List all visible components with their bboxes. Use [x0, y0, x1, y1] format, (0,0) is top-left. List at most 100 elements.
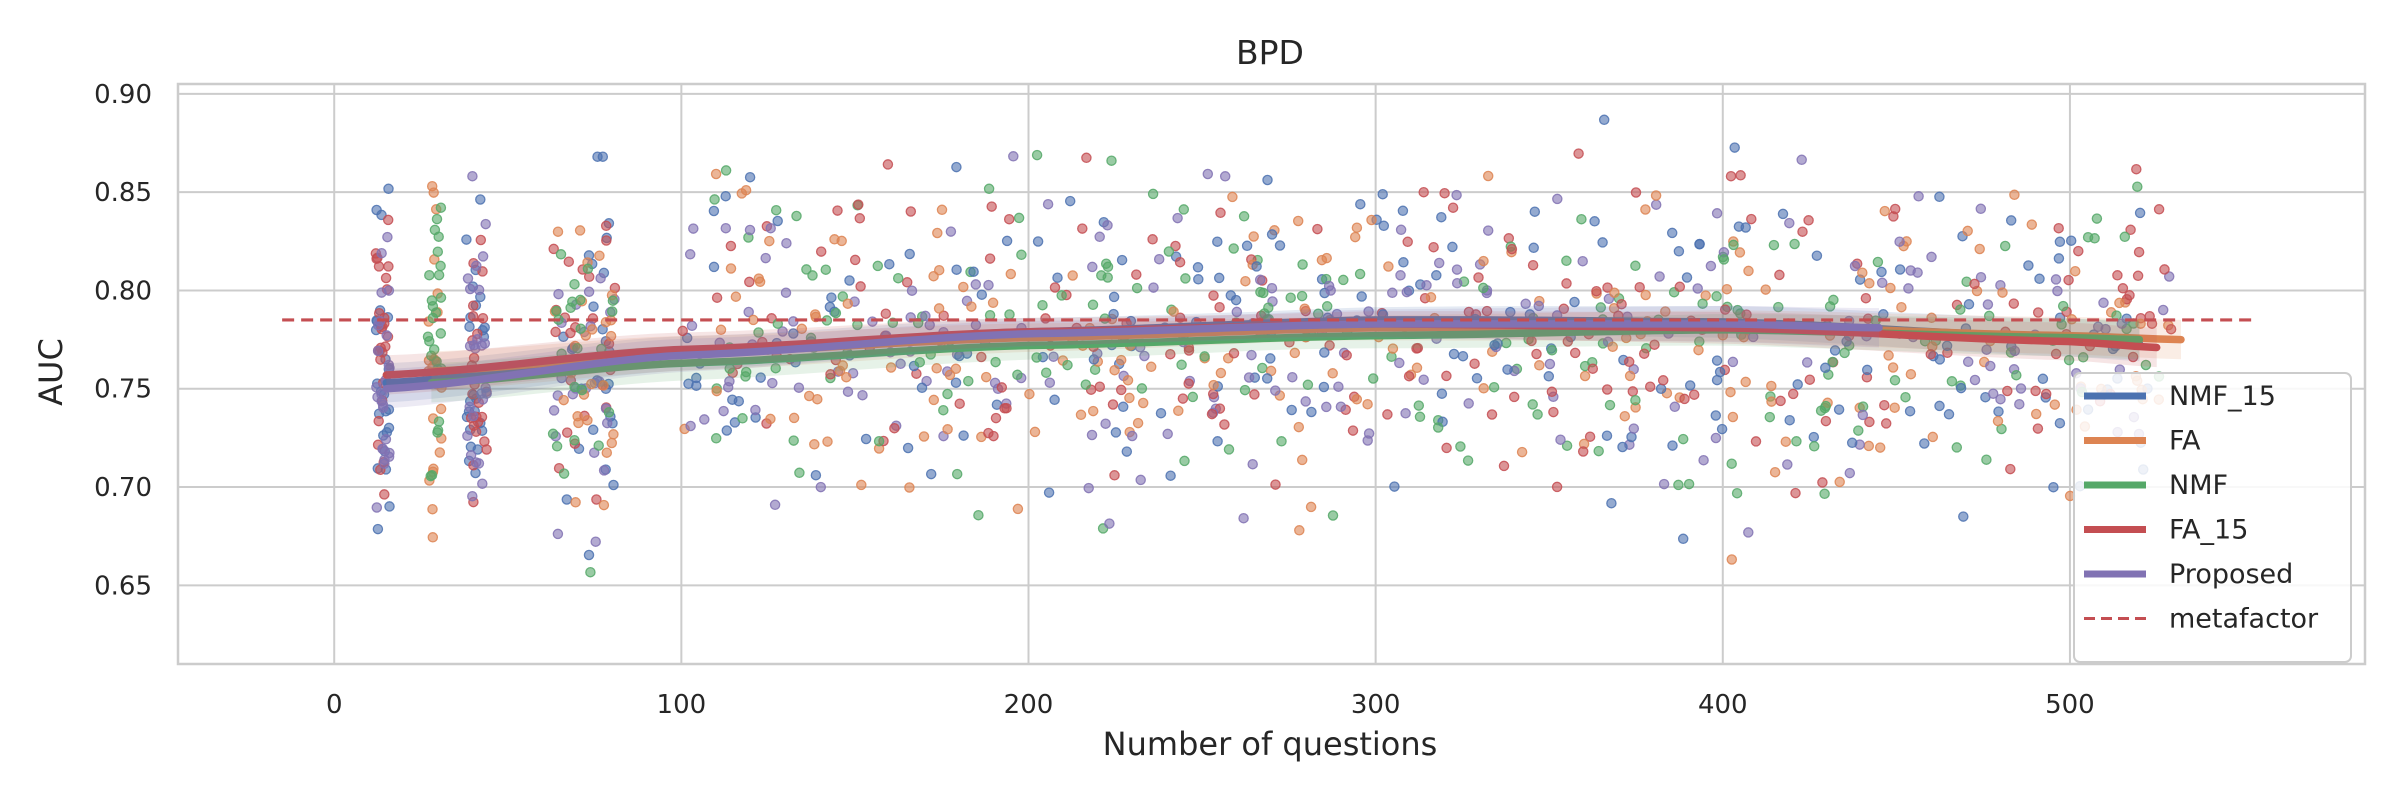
scatter-point [1673, 246, 1685, 257]
scatter-point [435, 260, 446, 272]
scatter-point [765, 413, 776, 425]
scatter-point [1172, 212, 1183, 224]
scatter-point [377, 399, 389, 411]
scatter-point [1679, 393, 1690, 405]
scatter-point [1319, 347, 1330, 358]
scatter-point [744, 224, 756, 236]
scatter-point [464, 321, 475, 332]
scatter-point [999, 403, 1010, 414]
scatter-point [1126, 430, 1138, 442]
scatter-point [433, 269, 445, 281]
scatter-point [1486, 409, 1498, 420]
scatter-point [2073, 245, 2084, 257]
scatter-point [427, 503, 438, 515]
scatter-point [1782, 459, 1793, 470]
scatter-point [551, 441, 563, 452]
trend-lines [382, 305, 2185, 409]
scatter-point [1212, 436, 1223, 447]
scatter-point [788, 435, 799, 446]
scatter-point [1257, 362, 1268, 374]
scatter-point [1595, 302, 1607, 313]
scatter-point [1013, 212, 1025, 224]
scatter-point [1447, 241, 1458, 253]
x-tick-label: 500 [2045, 690, 2095, 720]
scatter-point [976, 351, 987, 363]
scatter-point [711, 292, 723, 303]
scatter-point [815, 481, 827, 493]
scatter-point [1148, 282, 1159, 293]
scatter-point [1880, 418, 1892, 429]
scatter-point [575, 294, 586, 306]
scatter-point [380, 434, 392, 445]
scatter-point [1769, 466, 1781, 478]
scatter-point [1005, 268, 1017, 280]
scatter-point [1179, 455, 1190, 467]
scatter-point [1597, 237, 1608, 248]
scatter-point [1176, 359, 1187, 371]
scatter-point [1640, 289, 1651, 301]
scatter-point [1650, 190, 1662, 201]
scatter-point [928, 270, 939, 282]
scatter-point [1131, 282, 1143, 294]
scatter-point [548, 243, 559, 255]
scatter-point [2089, 233, 2100, 244]
scatter-point [765, 222, 776, 234]
scatter-point [1534, 360, 1545, 371]
scatter-point [916, 382, 928, 394]
scatter-point [1356, 291, 1367, 302]
scatter-point [2032, 423, 2044, 434]
scatter-point [1604, 399, 1616, 411]
scatter-point [1213, 272, 1225, 284]
scatter-point [477, 394, 489, 405]
scatter-point [1654, 271, 1665, 282]
scatter-point [932, 227, 943, 239]
scatter-point [788, 328, 799, 339]
scatter-point [918, 431, 930, 442]
scatter-point [1266, 229, 1278, 240]
scatter-point [1718, 254, 1730, 265]
scatter-point [936, 204, 948, 216]
scatter-point [1962, 356, 1974, 368]
scatter-point [429, 224, 441, 236]
scatter-point [810, 469, 822, 481]
scatter-point [895, 358, 906, 370]
scatter-point [1086, 429, 1098, 441]
scatter-point [750, 404, 761, 416]
scatter-point [1864, 278, 1875, 289]
scatter-point [2091, 213, 2103, 224]
scatter-point [2112, 270, 2123, 281]
scatter-point [464, 401, 475, 413]
scatter-point [1285, 292, 1296, 303]
scatter-point [1577, 446, 1589, 457]
scatter-point [2026, 219, 2038, 230]
scatter-point [1395, 270, 1406, 281]
scatter-point [606, 306, 618, 317]
scatter-point [970, 279, 982, 290]
scatter-point [1955, 382, 1967, 394]
scatter-point [473, 284, 485, 296]
y-tick-label: 0.80 [94, 276, 152, 306]
scatter-point [1711, 291, 1722, 302]
scatter-point [1846, 437, 1858, 449]
x-axis-label: Number of questions [1103, 725, 1438, 763]
scatter-point [872, 260, 884, 272]
scatter-point [853, 199, 864, 210]
scatter-point [1107, 399, 1119, 410]
scatter-point [1115, 384, 1127, 396]
scatter-point [958, 281, 969, 293]
scatter-point [1100, 418, 1111, 429]
scatter-point [1228, 348, 1240, 359]
scatter-point [595, 272, 606, 284]
scatter-point [607, 295, 619, 306]
scatter-point [601, 235, 612, 246]
scatter-point [467, 410, 479, 422]
scatter-point [582, 415, 593, 426]
scatter-point [812, 393, 823, 405]
scatter-point [1644, 381, 1656, 392]
scatter-point [1246, 349, 1257, 361]
scatter-point [1451, 277, 1463, 289]
scatter-point [1062, 359, 1073, 371]
scatter-point [1488, 381, 1500, 393]
scatter-point [422, 331, 434, 342]
scatter-point [1731, 487, 1743, 499]
